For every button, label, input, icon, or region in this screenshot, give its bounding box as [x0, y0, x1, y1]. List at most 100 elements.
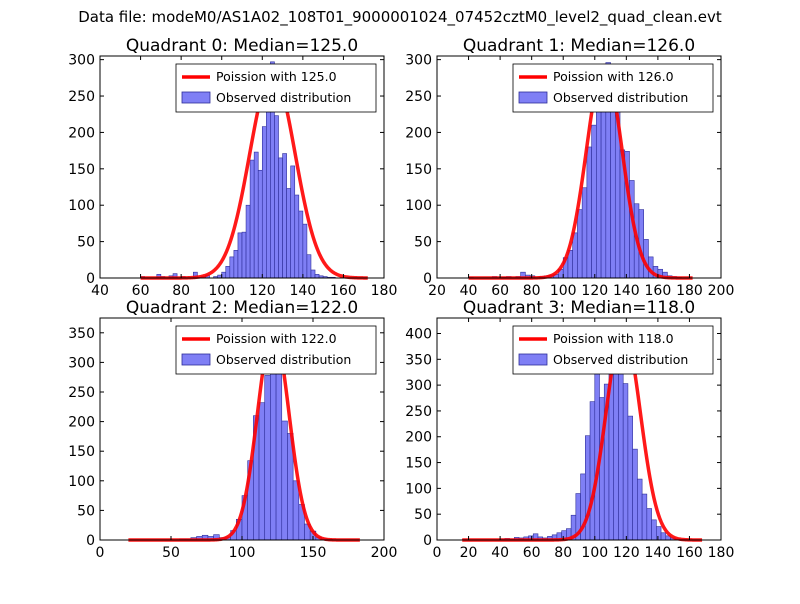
x-axis: 0 20 40 60 80 100 120 140 160 180	[433, 318, 734, 561]
y-tick-label: 200	[405, 430, 432, 446]
histogram-bar	[622, 383, 629, 541]
x-tick-label: 100	[550, 283, 577, 299]
histogram-bar	[594, 363, 600, 541]
x-tick-label: 20	[428, 283, 446, 299]
histogram-bar	[632, 448, 638, 541]
x-tick-label: 180	[371, 283, 398, 299]
legend-bar-swatch	[181, 353, 211, 366]
x-tick-label: 0	[433, 545, 442, 561]
histogram-bar	[237, 232, 243, 279]
histogram-bar	[264, 375, 271, 541]
y-tick-label: 0	[86, 271, 95, 287]
y-tick-label: 300	[405, 53, 432, 69]
x-tick-label: 160	[676, 545, 703, 561]
legend-bar-label: Observed distribution	[216, 352, 351, 367]
histogram-bar	[249, 159, 255, 279]
x-tick-label: 200	[371, 545, 398, 561]
histogram-bar	[572, 232, 578, 279]
x-tick-label: 100	[581, 545, 608, 561]
histogram-bar	[656, 526, 662, 541]
x-tick-label: 150	[300, 545, 327, 561]
x-axis: 40 60 80 100 120 140 160 180	[91, 56, 397, 299]
histogram-bar	[581, 187, 588, 279]
histogram-bar	[586, 146, 592, 279]
legend-curve-label: Poission with 118.0	[553, 331, 674, 346]
histogram-bar	[290, 165, 296, 279]
histogram-bar	[225, 266, 231, 279]
legend-curve-label: Poission with 126.0	[553, 69, 674, 84]
histogram-bar	[618, 367, 624, 541]
x-tick-label: 80	[172, 283, 190, 299]
histogram-bar	[660, 532, 667, 541]
y-tick-label: 250	[68, 385, 95, 401]
legend-bar-label: Observed distribution	[216, 90, 351, 105]
legend-bar-swatch	[181, 91, 211, 104]
histogram-bar	[281, 420, 288, 541]
legend: Poission with 118.0 Observed distribution	[512, 325, 714, 375]
histogram-bar	[610, 86, 616, 279]
x-axis: 0 50 100 150 200	[96, 318, 398, 561]
histogram-bar	[596, 103, 602, 279]
legend-bar-label: Observed distribution	[553, 90, 688, 105]
x-tick-label: 160	[330, 283, 357, 299]
histogram-bar	[637, 478, 643, 541]
x-tick-label: 100	[208, 283, 235, 299]
x-tick-label: 0	[96, 545, 105, 561]
x-tick-label: 20	[460, 545, 478, 561]
y-tick-label: 100	[68, 474, 95, 490]
x-tick-label: 140	[613, 283, 640, 299]
y-tick-label: 50	[414, 235, 432, 251]
histogram-bar	[266, 89, 271, 279]
histogram-bar	[241, 231, 247, 279]
subplot-title: Quadrant 3: Median=118.0	[463, 298, 695, 318]
legend: Poission with 122.0 Observed distribution	[175, 325, 377, 375]
y-tick-label: 250	[68, 89, 95, 105]
y-tick-label: 300	[405, 378, 432, 394]
y-tick-label: 100	[68, 198, 95, 214]
y-tick-label: 300	[68, 53, 95, 69]
y-tick-label: 0	[423, 533, 432, 549]
histogram-bar	[646, 508, 652, 541]
histogram-bar	[641, 493, 648, 541]
x-tick-label: 120	[613, 545, 640, 561]
histogram-bar	[261, 126, 267, 279]
histogram-bar	[298, 210, 304, 279]
x-tick-label: 120	[581, 283, 608, 299]
y-tick-label: 100	[405, 481, 432, 497]
y-axis: 0 50 100 150 200 250 300	[68, 53, 384, 287]
subplot-quadrant-2: Quadrant 2: Median=122.0 0 50 100 150 200 0 50 1…	[68, 298, 397, 561]
legend-curve-label: Poission with 125.0	[216, 69, 337, 84]
histogram-bar	[314, 274, 320, 279]
histogram-bar	[292, 480, 300, 541]
y-axis: 0 50 100 150 200 250 300 350	[68, 326, 384, 549]
y-tick-label: 350	[405, 352, 432, 368]
histogram-bar	[577, 209, 583, 279]
histogram-bar	[294, 194, 300, 279]
legend: Poission with 126.0 Observed distribution	[512, 63, 714, 113]
histogram-bar	[613, 351, 619, 541]
histogram-bars	[140, 61, 336, 279]
y-tick-label: 200	[405, 125, 432, 141]
y-tick-label: 350	[68, 326, 95, 342]
y-tick-label: 400	[405, 326, 432, 342]
y-tick-label: 50	[77, 235, 95, 251]
x-tick-label: 100	[229, 545, 256, 561]
subplot-quadrant-3: Quadrant 3: Median=118.0 0 20 40 60 80 100 120 1…	[405, 298, 734, 561]
legend-box	[512, 325, 714, 375]
y-tick-label: 150	[68, 162, 95, 178]
histogram-bar	[589, 401, 596, 541]
histogram-bar	[274, 115, 279, 279]
y-tick-label: 0	[86, 533, 95, 549]
histogram-bar	[233, 250, 239, 279]
y-tick-label: 250	[405, 404, 432, 420]
legend-bar-swatch	[518, 91, 548, 104]
histogram-bar	[591, 124, 597, 279]
figure-title: Data file: modeM0/AS1A02_108T01_90000010…	[78, 8, 722, 26]
histogram-bar	[278, 157, 283, 279]
y-tick-label: 100	[405, 198, 432, 214]
x-tick-label: 80	[554, 545, 572, 561]
y-tick-label: 200	[68, 125, 95, 141]
histogram-bar	[275, 365, 283, 541]
x-tick-label: 40	[460, 283, 478, 299]
